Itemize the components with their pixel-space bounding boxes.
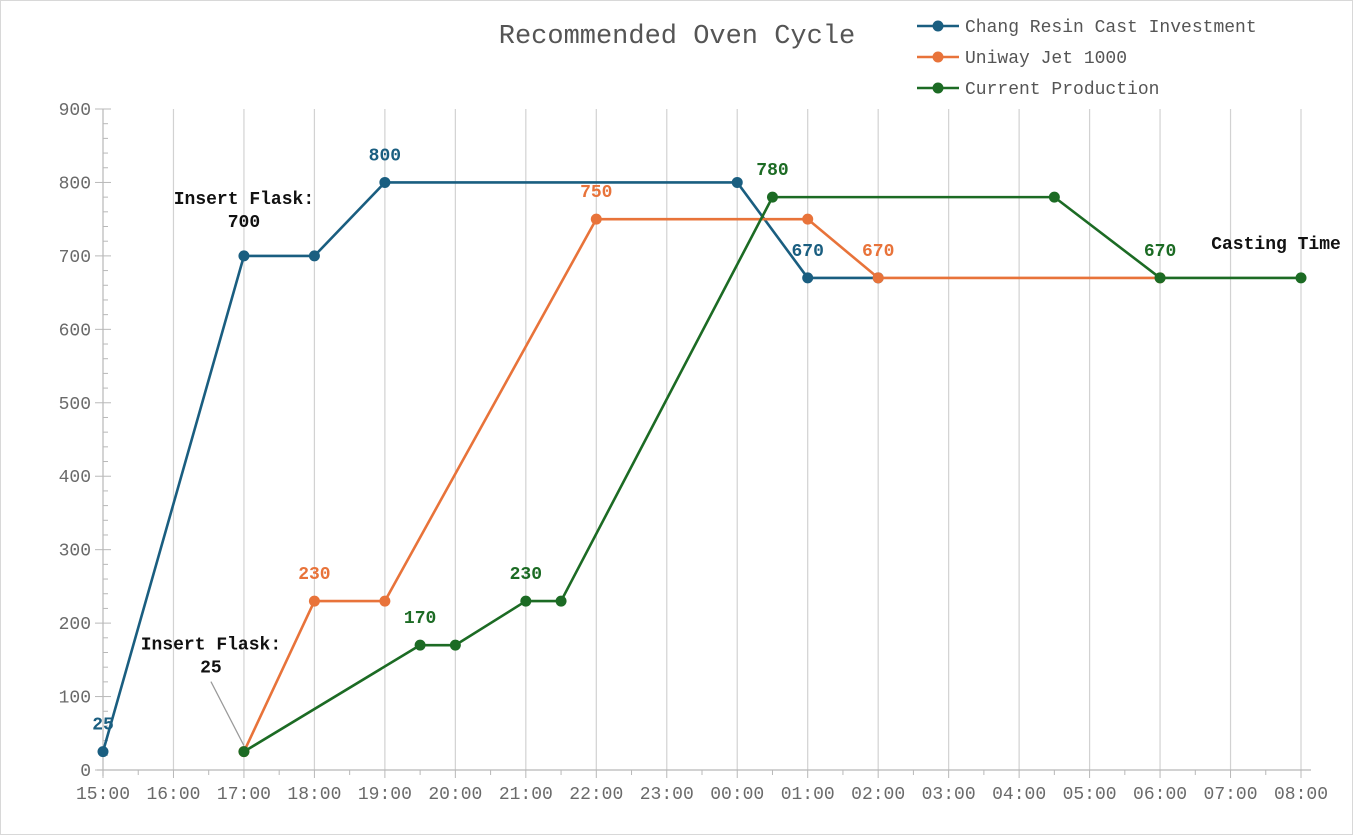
data-label: 670 [792,242,824,262]
x-tick-label: 01:00 [781,785,835,805]
data-label: 670 [1144,242,1176,262]
data-point [1154,272,1166,284]
data-point [1295,272,1307,284]
annotation-text: Insert Flask: [141,636,281,656]
y-tick-label: 700 [59,248,91,268]
series-line [242,217,1161,753]
annotation-pointer [210,681,245,746]
data-label: 800 [369,146,401,166]
y-tick-label: 500 [59,395,91,415]
grid-layer [172,109,1302,770]
x-tick-label: 17:00 [217,785,271,805]
data-point [802,272,814,284]
x-tick-label: 08:00 [1274,785,1328,805]
annotation-text: Insert Flask: [174,190,314,210]
y-tick-label: 400 [59,468,91,488]
y-tick-label: 300 [59,542,91,562]
data-label: 230 [298,565,330,585]
y-tick-label: 100 [59,689,91,709]
chart-title: Recommended Oven Cycle [499,22,855,52]
x-tick-label: 15:00 [76,785,130,805]
data-point [238,746,250,758]
legend-item: Current Production [917,80,1159,100]
data-label: 170 [404,609,436,629]
data-point [1048,191,1060,203]
y-tick-label: 900 [59,101,91,121]
legend-label: Chang Resin Cast Investment [965,18,1257,38]
data-label: 25 [92,716,114,736]
x-tick-label: 16:00 [146,785,200,805]
data-label: 750 [580,183,612,203]
annotation-layer: Insert Flask: 700 Insert Flask: 25 Casting T… [141,190,1341,746]
data-point [555,595,567,607]
data-point [731,176,743,188]
data-point [414,639,426,651]
data-point [97,746,109,758]
data-label: 670 [862,242,894,262]
legend-label: Uniway Jet 1000 [965,49,1127,69]
data-label-layer: 25 800 670 230 750 670 170 230 780 670 [92,146,1176,735]
data-point [308,250,320,262]
annotation-text: 25 [200,659,222,679]
legend-marker [932,20,944,32]
data-label: 230 [510,565,542,585]
y-tick-label: 800 [59,174,91,194]
x-tick-label: 21:00 [499,785,553,805]
x-tick-label: 23:00 [640,785,694,805]
annotation-text: Casting Time [1211,235,1341,255]
data-point [238,250,250,262]
legend-item: Chang Resin Cast Investment [917,18,1257,38]
x-tick-label: 02:00 [851,785,905,805]
data-point [449,639,461,651]
legend: Chang Resin Cast Investment Uniway Jet 10… [917,18,1257,100]
series-layer [97,176,1307,758]
x-tick-label: 04:00 [992,785,1046,805]
data-point [802,213,814,225]
data-point [872,272,884,284]
data-point [308,595,320,607]
x-tick-label: 00:00 [710,785,764,805]
data-point [766,191,778,203]
legend-item: Uniway Jet 1000 [917,49,1127,69]
data-point [520,595,532,607]
y-tick-label: 0 [80,762,91,782]
data-label: 780 [756,161,788,181]
data-point [379,595,391,607]
series-line [243,195,1301,753]
data-point [590,213,602,225]
axis-layer: 0 100 200 300 400 500 600 700 800 900 15:00 16:00 17… [59,101,1328,805]
x-tick-label: 05:00 [1063,785,1117,805]
x-tick-label: 06:00 [1133,785,1187,805]
legend-marker [932,82,944,94]
legend-label: Current Production [965,80,1159,100]
x-tick-label: 22:00 [569,785,623,805]
legend-marker [932,51,944,63]
data-point [379,176,391,188]
x-tick-label: 19:00 [358,785,412,805]
y-tick-label: 200 [59,615,91,635]
annotation-text: 700 [228,213,260,233]
x-tick-label: 18:00 [287,785,341,805]
y-tick-label: 600 [59,321,91,341]
x-tick-label: 07:00 [1204,785,1258,805]
x-tick-label: 20:00 [428,785,482,805]
x-tick-label: 03:00 [922,785,976,805]
